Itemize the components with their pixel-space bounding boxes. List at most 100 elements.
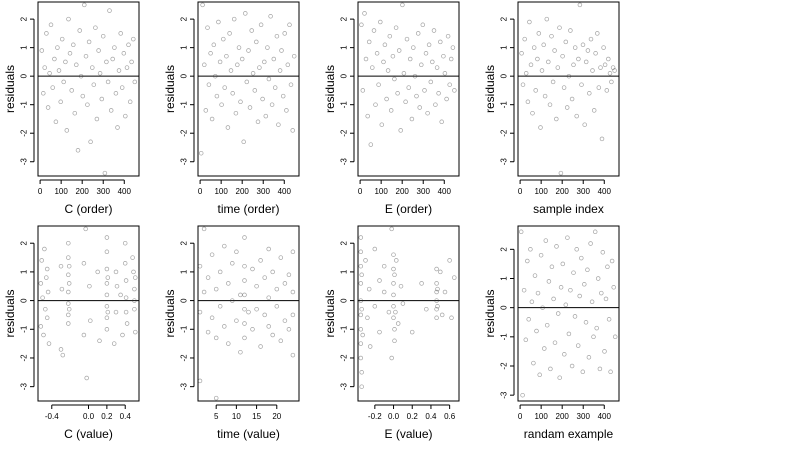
data-point: [544, 322, 550, 328]
data-point: [266, 246, 271, 252]
data-point: [217, 304, 223, 309]
data-point: [78, 73, 84, 79]
data-point: [542, 346, 547, 351]
data-point: [448, 56, 454, 62]
data-point: [107, 8, 112, 13]
data-point: [358, 263, 364, 269]
data-point: [566, 331, 572, 337]
data-point: [41, 91, 46, 96]
data-point: [88, 139, 93, 145]
y-tick-label: 2: [20, 16, 29, 21]
data-point: [285, 62, 291, 68]
data-point: [262, 275, 267, 280]
data-point: [568, 287, 573, 293]
data-point: [412, 73, 418, 79]
data-point: [52, 56, 57, 62]
data-point: [227, 31, 232, 36]
x-tick-label: 300: [577, 187, 591, 196]
data-point: [233, 110, 239, 116]
y-tick-label: 0: [340, 298, 349, 303]
x-tick-label: 100: [534, 187, 548, 196]
data-point: [580, 42, 586, 48]
data-point: [392, 76, 397, 82]
data-point: [404, 36, 410, 42]
y-tick-label: 0: [500, 73, 509, 78]
data-point: [428, 79, 434, 85]
data-point: [58, 99, 63, 105]
data-point: [104, 249, 110, 255]
data-point: [576, 56, 581, 62]
data-point: [81, 261, 87, 266]
data-point: [393, 309, 398, 315]
data-point: [104, 266, 110, 272]
data-point: [566, 73, 572, 79]
data-point: [555, 311, 561, 316]
data-point: [290, 289, 296, 295]
data-point: [222, 243, 227, 249]
y-tick-label: -1: [340, 101, 349, 109]
data-point: [394, 258, 399, 263]
data-point: [605, 264, 610, 270]
x-tick-label: 0: [358, 187, 363, 196]
data-point: [577, 293, 582, 299]
data-point: [535, 56, 540, 62]
data-point: [263, 113, 269, 119]
x-tick-label: 0: [38, 187, 43, 196]
data-point: [105, 79, 111, 85]
data-point: [538, 125, 543, 130]
y-axis-title: residuals: [3, 289, 17, 337]
data-point: [536, 31, 542, 36]
data-point: [201, 226, 207, 232]
y-tick-label: -2: [500, 362, 509, 370]
data-point: [452, 88, 457, 93]
data-point: [74, 62, 79, 68]
plot-frame: [197, 225, 300, 402]
y-tick-label: -2: [180, 129, 189, 137]
data-point: [426, 42, 432, 48]
plot-frame: [37, 225, 140, 402]
data-point: [255, 119, 261, 125]
data-point: [216, 19, 221, 25]
data-point: [50, 85, 55, 90]
data-point: [39, 48, 45, 53]
data-point: [444, 96, 449, 102]
data-point: [436, 91, 441, 96]
data-point: [118, 31, 123, 36]
x-axis-title: C (value): [64, 427, 113, 441]
x-tick-label: 10: [232, 412, 241, 421]
data-point: [113, 309, 119, 315]
data-point: [123, 295, 129, 300]
x-axis-title: sample index: [533, 202, 604, 216]
data-point: [277, 68, 283, 73]
data-point: [433, 102, 438, 107]
data-point: [435, 304, 440, 309]
data-point: [262, 312, 267, 318]
plot-frame: [37, 1, 140, 177]
data-point: [47, 71, 52, 76]
y-tick-label: -2: [500, 129, 509, 137]
y-tick-label: -1: [180, 101, 189, 109]
x-tick-label: 400: [598, 187, 612, 196]
data-point: [388, 108, 394, 113]
data-point: [563, 302, 569, 308]
y-tick-label: -1: [20, 101, 29, 109]
data-point: [552, 340, 558, 345]
data-point: [395, 91, 400, 96]
data-point: [66, 16, 71, 22]
data-point: [66, 281, 72, 286]
y-tick-label: -3: [20, 158, 29, 166]
data-point: [258, 344, 263, 349]
data-point: [409, 329, 415, 335]
y-axis-title: residuals: [483, 65, 497, 113]
data-point: [520, 392, 525, 398]
data-point: [288, 82, 294, 87]
data-point: [520, 82, 526, 87]
data-point: [44, 315, 50, 321]
x-tick-label: 15: [252, 412, 261, 421]
data-point: [381, 59, 386, 65]
data-point: [552, 48, 557, 53]
data-point: [64, 128, 70, 133]
data-point: [91, 82, 97, 87]
data-point: [80, 93, 86, 99]
